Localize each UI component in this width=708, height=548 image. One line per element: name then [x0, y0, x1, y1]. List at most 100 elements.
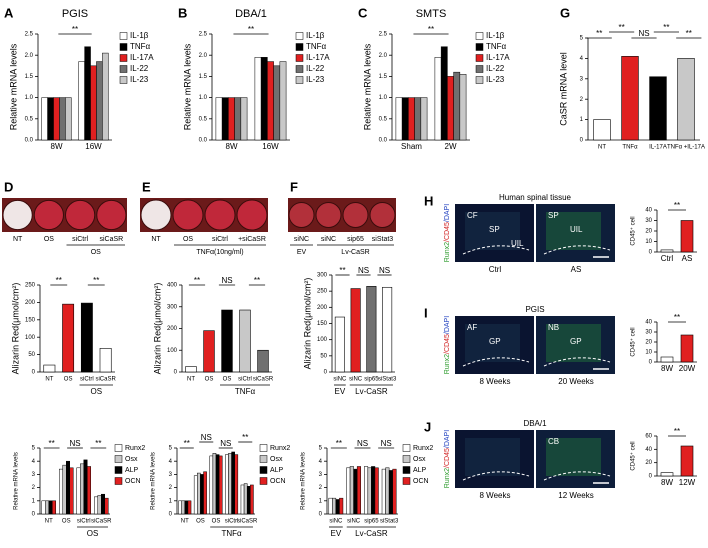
bar — [178, 500, 182, 515]
micrograph-title: Human spinal tissue — [499, 193, 572, 202]
legend-swatch — [402, 477, 411, 485]
y-tick-label: 1.5 — [379, 74, 388, 80]
well-label: +siCaSR — [238, 236, 266, 243]
x-tick-label: OS — [212, 519, 221, 525]
bar — [76, 467, 81, 515]
legend-swatch — [119, 32, 128, 40]
x-tick-label: siCtrl — [80, 377, 94, 383]
region-label: SP — [548, 211, 559, 220]
x-group-label: OS — [87, 529, 99, 538]
y-axis-label: Relative mRNA levels — [362, 43, 372, 130]
y-tick-label: 0 — [32, 370, 36, 376]
photo-group: EV — [297, 249, 307, 256]
y-tick-label: 5 — [319, 446, 323, 452]
bar — [392, 468, 397, 515]
significance: ** — [686, 29, 692, 38]
micrograph-title: PGIS — [525, 305, 544, 314]
photo-group: Lv-CaSR — [341, 249, 369, 256]
x-group-label: Lv-CaSR — [355, 387, 388, 396]
y-tick-label: 150 — [317, 321, 328, 327]
bar — [349, 466, 354, 515]
bar — [215, 97, 223, 141]
stain-part: Runx2 — [444, 468, 451, 488]
legend-label: OCN — [270, 478, 286, 485]
bar — [203, 471, 207, 515]
well — [315, 202, 342, 228]
y-tick-label: 0.0 — [199, 138, 208, 144]
x-tick-label: NT — [45, 377, 53, 383]
bar — [234, 97, 242, 141]
x-tick-label: NT — [187, 377, 195, 383]
boundary — [543, 357, 611, 367]
bar — [328, 497, 333, 515]
y-tick-label: 5 — [32, 446, 36, 452]
legend-swatch — [119, 43, 128, 51]
y-axis-label: Alizarin Red(μmol/cm²) — [152, 283, 162, 375]
well-label: OS — [183, 236, 193, 243]
panel-letter: G — [560, 5, 570, 20]
bar — [80, 463, 84, 515]
well-label: siNC — [321, 236, 336, 243]
y-tick-label: 100 — [317, 337, 328, 343]
chart-title: SMTS — [416, 8, 447, 20]
x-group-label: EV — [331, 529, 342, 538]
x-tick-label: siStat3 — [380, 519, 399, 525]
bar — [215, 454, 220, 515]
micrograph-tint — [465, 324, 520, 362]
bar — [185, 366, 197, 373]
boundary — [462, 357, 530, 367]
significance: NS — [69, 439, 80, 448]
y-tick-label: 100 — [25, 335, 36, 341]
legend-label: Runx2 — [270, 445, 290, 452]
y-tick-label: 2 — [319, 485, 323, 491]
bar — [221, 97, 229, 141]
significance: ** — [339, 266, 345, 275]
bar — [649, 76, 667, 141]
y-tick-label: 200 — [317, 305, 328, 311]
bar — [240, 484, 245, 515]
y-tick-label: 30 — [645, 330, 652, 336]
bar — [101, 493, 105, 515]
y-axis-label: CD45⁺ cell — [630, 216, 637, 245]
stain-label: Runx2/CD45/DAPI — [444, 430, 451, 488]
legend-label: ALP — [125, 467, 139, 474]
x-tick-label: siCaSR — [91, 519, 112, 525]
legend-swatch — [259, 455, 268, 463]
stain-part: /CD45 — [444, 334, 451, 354]
y-tick-label: 5 — [580, 36, 584, 42]
stain-label: Runx2/CD45/DAPI — [444, 316, 451, 374]
x-tick-label: TNFα — [622, 145, 638, 151]
legend-swatch — [114, 477, 123, 485]
bar — [231, 451, 235, 515]
bar — [69, 467, 74, 515]
x-tick-label: TNFα +IL-17A — [667, 145, 705, 151]
y-tick-label: 0.0 — [25, 138, 34, 144]
significance: NS — [379, 266, 390, 275]
bar — [621, 56, 639, 141]
panel-letter: A — [4, 5, 14, 20]
y-tick-label: 0.5 — [379, 116, 388, 122]
well — [65, 199, 96, 231]
y-tick-label: 250 — [317, 289, 328, 295]
x-tick-label: siNC — [329, 519, 343, 525]
bar — [99, 348, 112, 373]
micrograph-title: DBA/1 — [523, 419, 547, 428]
bar — [388, 470, 393, 515]
y-tick-label: 2 — [169, 485, 173, 491]
well-label: siCtrl — [72, 236, 88, 243]
x-tick-label: IL-17A — [649, 145, 667, 151]
legend-swatch — [295, 76, 304, 84]
y-tick-label: 100 — [167, 348, 178, 354]
y-tick-label: 10 — [645, 239, 652, 245]
bar — [97, 495, 102, 515]
legend-swatch — [402, 455, 411, 463]
y-tick-label: 400 — [167, 283, 178, 289]
legend-swatch — [475, 54, 484, 62]
legend-label: IL-22 — [486, 64, 505, 73]
significance: ** — [336, 439, 342, 448]
legend-label: OCN — [413, 478, 429, 485]
bar — [47, 97, 54, 141]
y-tick-label: 4 — [169, 459, 173, 465]
y-tick-label: 3 — [32, 472, 36, 478]
region-label: CF — [467, 211, 478, 220]
